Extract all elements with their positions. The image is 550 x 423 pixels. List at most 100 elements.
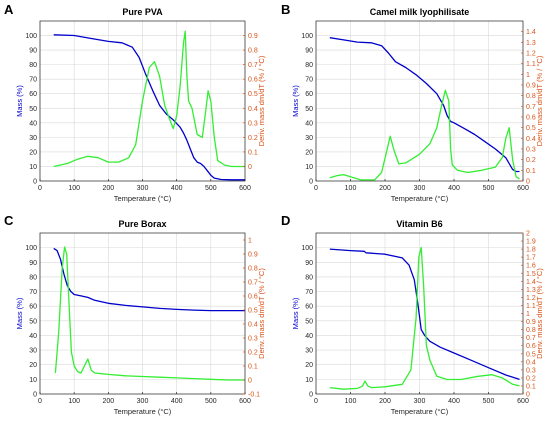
panel-letter: D — [281, 213, 290, 228]
y-tick-label-left: 50 — [305, 318, 313, 325]
y-tick-label-right: 1 — [526, 311, 530, 318]
y-tick-label-right: 0.3 — [248, 336, 258, 343]
y-tick-label-right: 1.6 — [526, 263, 536, 270]
panel-d: 0 100 200 300 400 500 600010203040506070809010… — [281, 213, 544, 416]
y-tick-label-right: 0.2 — [248, 135, 258, 142]
x-tick-label: 0 — [314, 185, 318, 192]
y-tick-label-right: 0.8 — [526, 93, 536, 100]
x-tick-label: 200 — [102, 398, 114, 405]
y-tick-label-left: 60 — [29, 91, 37, 98]
x-tick-label: 500 — [205, 185, 217, 192]
y-tick-label-left: 30 — [29, 135, 37, 142]
mass-curve — [53, 34, 245, 181]
x-tick-label: 300 — [414, 398, 426, 405]
deriv-curve — [54, 246, 245, 381]
y-tick-label-left: 40 — [29, 333, 37, 340]
x-tick-label: 400 — [171, 398, 183, 405]
x-axis-label: Temperature (°C) — [114, 407, 172, 416]
panel-c: 0 100 200 300 400 500 600010203040506070809010… — [4, 213, 266, 416]
y-tick-label-right: 1.3 — [526, 287, 536, 294]
x-tick-label: 0 — [314, 398, 318, 405]
y-tick-label-right: 0 — [526, 392, 530, 399]
y-tick-label-left: 0 — [309, 179, 313, 186]
y-tick-label-left: 70 — [29, 77, 37, 84]
y-tick-label-right: 0.1 — [526, 383, 536, 390]
y-tick-label-left: 50 — [29, 106, 37, 113]
y-tick-label-right: 0.3 — [526, 147, 536, 154]
panel-title: Camel milk lyophilisate — [370, 7, 470, 17]
y-tick-label-right: 0.8 — [248, 266, 258, 273]
y-axis-label-left: Mass (%) — [291, 85, 300, 117]
y-tick-label-right: 0.6 — [248, 294, 258, 301]
y-tick-label-left: 30 — [305, 135, 313, 142]
mass-curve — [329, 248, 520, 381]
y-tick-label-left: 40 — [305, 120, 313, 127]
y-tick-label-left: 90 — [305, 48, 313, 55]
x-axis-label: Temperature (°C) — [114, 194, 172, 203]
y-axis-label-left: Mass (%) — [291, 297, 300, 329]
y-tick-label-left: 90 — [29, 48, 37, 55]
y-tick-label-left: 80 — [305, 62, 313, 69]
deriv-curve — [53, 30, 245, 168]
y-tick-label-left: 10 — [29, 164, 37, 171]
y-tick-label-left: 80 — [305, 274, 313, 281]
y-tick-label-right: 1.9 — [526, 239, 536, 246]
y-tick-label-left: 0 — [33, 392, 37, 399]
y-tick-label-left: 50 — [29, 318, 37, 325]
y-tick-label-right: -0.1 — [248, 392, 260, 399]
y-tick-label-right: 0.9 — [248, 252, 258, 259]
y-tick-label-right: 0.7 — [248, 280, 258, 287]
y-tick-label-left: 30 — [305, 348, 313, 355]
x-tick-label: 600 — [239, 185, 251, 192]
x-tick-label: 500 — [483, 185, 495, 192]
y-tick-label-right: 0.5 — [248, 91, 258, 98]
panel-letter: C — [4, 213, 14, 228]
mass-curve — [53, 247, 245, 312]
y-tick-label-right: 0.1 — [526, 168, 536, 175]
y-tick-label-right: 0.7 — [526, 104, 536, 111]
deriv-curve — [329, 246, 520, 390]
y-tick-label-left: 70 — [305, 289, 313, 296]
x-tick-label: 100 — [345, 185, 357, 192]
y-tick-label-right: 0 — [248, 164, 252, 171]
y-tick-label-right: 2 — [526, 231, 530, 238]
y-tick-label-right: 0.2 — [526, 157, 536, 164]
panel-letter: A — [4, 2, 14, 17]
y-tick-label-left: 90 — [305, 260, 313, 267]
y-tick-label-left: 70 — [29, 289, 37, 296]
y-tick-label-right: 0.8 — [248, 48, 258, 55]
y-tick-label-right: 1.3 — [526, 40, 536, 47]
x-tick-label: 500 — [205, 398, 217, 405]
panel-title: Vitamin B6 — [396, 219, 442, 229]
y-tick-label-right: 0.5 — [526, 125, 536, 132]
y-tick-label-left: 10 — [305, 164, 313, 171]
y-tick-label-right: 0.2 — [248, 350, 258, 357]
y-tick-label-right: 0.4 — [248, 322, 258, 329]
mass-curve — [329, 37, 520, 173]
y-tick-label-right: 0.4 — [248, 106, 258, 113]
y-tick-label-right: 0.6 — [248, 77, 258, 84]
y-tick-label-right: 0.9 — [248, 33, 258, 40]
y-tick-label-right: 0.2 — [526, 375, 536, 382]
y-tick-label-right: 0 — [526, 179, 530, 186]
y-tick-label-right: 0.7 — [248, 62, 258, 69]
y-axis-label-left: Mass (%) — [15, 85, 24, 117]
y-tick-label-left: 100 — [301, 33, 313, 40]
y-tick-label-right: 0.4 — [526, 359, 536, 366]
y-tick-label-right: 0 — [248, 378, 252, 385]
x-tick-label: 500 — [483, 398, 495, 405]
y-tick-label-right: 1.7 — [526, 255, 536, 262]
x-axis-label: Temperature (°C) — [391, 407, 449, 416]
x-tick-label: 200 — [379, 398, 391, 405]
y-tick-label-right: 1.2 — [526, 295, 536, 302]
y-tick-label-right: 1.4 — [526, 279, 536, 286]
y-tick-label-left: 10 — [305, 377, 313, 384]
y-tick-label-left: 40 — [29, 120, 37, 127]
y-tick-label-left: 20 — [305, 149, 313, 156]
panel-title: Pure PVA — [122, 7, 163, 17]
y-tick-label-right: 1.4 — [526, 29, 536, 36]
y-tick-label-left: 0 — [33, 179, 37, 186]
y-tick-label-right: 0.1 — [248, 149, 258, 156]
x-tick-label: 100 — [345, 398, 357, 405]
y-tick-label-left: 20 — [29, 149, 37, 156]
